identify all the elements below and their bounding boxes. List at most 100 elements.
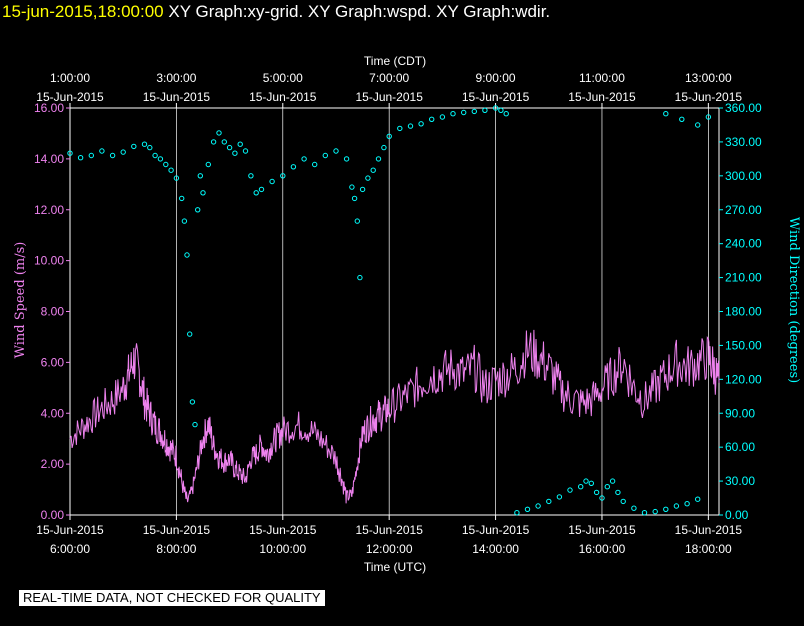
wind-direction-point <box>67 150 73 156</box>
wind-direction-point <box>604 484 610 490</box>
wind-direction-point <box>147 144 153 151</box>
x-tick-label-top-time: 1:00:00 <box>50 71 90 85</box>
wind-direction-point <box>88 152 95 159</box>
wind-direction-point <box>359 186 366 193</box>
y-tick-label-left: 4.00 <box>41 406 65 420</box>
ticks-layer: 15-Jun-2015 6:00:00 15-Jun-2015 8:00:00 15-J… <box>34 71 762 556</box>
x-tick-label-top-time: 9:00:00 <box>476 71 516 85</box>
wind-direction-point <box>546 498 552 505</box>
x-tick-label-bottom-time: 6:00:00 <box>50 542 90 556</box>
x-tick-label-bottom-date: 15-Jun-2015 <box>568 523 636 537</box>
y-tick-label-right: 300.00 <box>725 169 762 183</box>
wind-speed-line <box>69 329 720 504</box>
wind-direction-point <box>599 495 605 501</box>
wind-direction-point <box>152 152 158 159</box>
x-tick-label-bottom-time: 14:00:00 <box>472 542 519 556</box>
wind-direction-point <box>354 218 360 224</box>
wind-direction-point <box>652 508 658 515</box>
wind-direction-point <box>593 489 600 496</box>
wind-direction-point <box>663 111 669 117</box>
x-tick-label-bottom-date: 15-Jun-2015 <box>675 523 743 537</box>
x-tick-label-bottom-date: 15-Jun-2015 <box>249 523 317 537</box>
x-tick-label-top-date: 15-Jun-2015 <box>568 90 636 104</box>
top-axis-title: Time (CDT) <box>364 54 426 68</box>
wind-direction-point <box>498 107 504 114</box>
wind-direction-point <box>120 149 126 155</box>
wind-direction-point <box>397 125 403 132</box>
y-tick-label-left: 12.00 <box>34 203 64 217</box>
wind-direction-point <box>131 143 137 150</box>
left-axis-title: Wind Speed (m/s) <box>13 242 28 359</box>
wind-direction-point <box>333 148 339 154</box>
x-tick-label-top-time: 3:00:00 <box>156 71 196 85</box>
x-tick-label-top-date: 15-Jun-2015 <box>36 90 104 104</box>
wind-direction-point <box>407 123 414 129</box>
wind-direction-point <box>192 421 198 428</box>
wind-direction-point <box>471 108 477 115</box>
wind-direction-point <box>221 139 228 145</box>
x-tick-label-bottom-time: 12:00:00 <box>366 542 413 556</box>
wind-direction-point <box>357 274 363 281</box>
wind-direction-point <box>269 178 275 185</box>
x-tick-label-top-time: 5:00:00 <box>263 71 303 85</box>
wind-direction-point <box>242 148 249 154</box>
wind-direction-point <box>349 184 355 190</box>
x-tick-label-top-date: 15-Jun-2015 <box>462 90 530 104</box>
y-tick-label-right: 60.00 <box>725 440 755 454</box>
wind-direction-point <box>556 494 563 500</box>
y-tick-label-right: 330.00 <box>725 135 762 149</box>
bottom-axis-title: Time (UTC) <box>364 560 426 574</box>
wind-direction-point <box>588 480 594 486</box>
header-timestamp: 15-jun-2015,18:00:00 <box>2 2 164 21</box>
wind-direction-point <box>482 107 488 114</box>
x-tick-label-top-time: 13:00:00 <box>685 71 732 85</box>
wind-direction-point <box>248 173 254 179</box>
wind-direction-point <box>370 167 376 173</box>
wind-direction-point <box>418 121 424 127</box>
wind-direction-point <box>232 150 238 156</box>
x-tick-label-top-date: 15-Jun-2015 <box>675 90 743 104</box>
wind-direction-point <box>189 399 196 405</box>
wind-direction-point <box>514 510 520 516</box>
wind-direction-point <box>615 489 621 496</box>
wind-direction-point <box>280 173 286 179</box>
wind-direction-point <box>237 141 243 147</box>
wind-direction-point <box>181 218 188 224</box>
wind-direction-point <box>663 506 669 512</box>
x-tick-label-bottom-time: 10:00:00 <box>259 542 306 556</box>
y-tick-label-right: 240.00 <box>725 237 762 251</box>
wind-direction-point <box>195 207 201 213</box>
x-tick-label-top-date: 15-Jun-2015 <box>143 90 211 104</box>
y-tick-label-right: 0.00 <box>725 508 749 522</box>
right-axis-title: Wind Direction (degrees) <box>786 217 801 383</box>
quality-notice: REAL-TIME DATA, NOT CHECKED FOR QUALITY <box>19 590 325 606</box>
y-tick-label-left: 16.00 <box>34 101 64 115</box>
wind-direction-point <box>322 152 328 159</box>
wind-direction-point <box>386 133 392 140</box>
x-tick-label-bottom-date: 15-Jun-2015 <box>143 523 211 537</box>
wind-direction-point <box>141 141 148 147</box>
x-tick-label-bottom-time: 18:00:00 <box>685 542 732 556</box>
header-graph-xy-grid: XY Graph:xy-grid. <box>168 2 304 21</box>
x-tick-label-bottom-date: 15-Jun-2015 <box>462 523 530 537</box>
header-graph-wdir: XY Graph:wdir. <box>436 2 551 21</box>
wind-direction-point <box>578 484 584 490</box>
wind-direction-point <box>439 114 446 120</box>
wind-direction-point <box>210 139 217 145</box>
y-tick-label-left: 14.00 <box>34 152 64 166</box>
wind-direction-point <box>351 195 358 202</box>
wind-direction-point <box>258 186 265 193</box>
wind-direction-point <box>290 164 297 170</box>
wind-direction-point <box>157 156 164 162</box>
wind-direction-point <box>705 114 712 120</box>
y-tick-label-right: 120.00 <box>725 372 762 386</box>
wind-direction-point <box>524 506 531 512</box>
wind-direction-point <box>461 109 467 116</box>
wind-direction-point <box>631 505 637 511</box>
wind-direction-point <box>163 161 169 168</box>
wind-direction-point <box>205 161 212 168</box>
y-tick-label-right: 90.00 <box>725 406 755 420</box>
x-tick-label-top-time: 7:00:00 <box>369 71 409 85</box>
y-tick-label-left: 8.00 <box>41 305 65 319</box>
wind-direction-point <box>679 116 685 123</box>
